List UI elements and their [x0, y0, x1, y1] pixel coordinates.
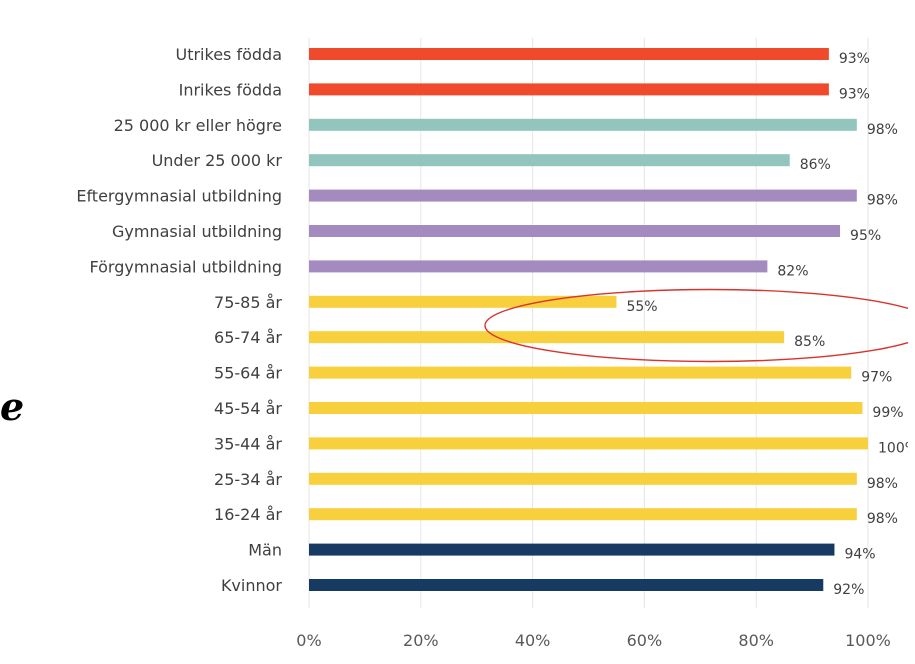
category-label: 45-54 år: [214, 399, 282, 418]
value-labels: 93% 93% 98% 86% 98% 95% 82% 55% 85% 97% 99% 100% 98%…: [626, 51, 908, 598]
category-label: Kvinnor: [221, 576, 282, 595]
data-label: 98%: [867, 511, 898, 527]
bar-chart: Utrikes födda Inrikes födda 25 000 kr elle…: [76, 38, 908, 650]
bar: [309, 579, 824, 591]
category-labels: Utrikes födda Inrikes födda 25 000 kr elle…: [76, 45, 282, 595]
bar: [309, 48, 829, 60]
x-tick-label: 20%: [403, 631, 439, 650]
data-label: 55%: [626, 299, 657, 315]
bars: [309, 48, 868, 591]
category-label: 75-85 år: [214, 293, 282, 312]
bar: [309, 402, 863, 414]
data-label: 98%: [867, 476, 898, 492]
data-label: 100%: [878, 440, 908, 456]
bar: [309, 260, 768, 273]
category-label: Under 25 000 kr: [152, 151, 283, 170]
x-axis-ticks: 0% 20% 40% 60% 80% 100%: [296, 631, 891, 650]
category-label: 65-74 år: [214, 328, 282, 347]
bar: [309, 83, 829, 96]
x-tick-label: 60%: [627, 631, 663, 650]
category-label: 25 000 kr eller högre: [114, 116, 282, 135]
category-label: Inrikes födda: [179, 80, 282, 99]
data-label: 93%: [839, 51, 870, 67]
bar: [309, 543, 835, 556]
category-label: Gymnasial utbildning: [112, 222, 282, 241]
data-label: 85%: [794, 334, 825, 350]
category-label: 55-64 år: [214, 364, 282, 383]
bar: [309, 472, 857, 485]
category-label: 35-44 år: [214, 434, 282, 453]
x-tick-label: 100%: [845, 631, 891, 650]
category-label: Eftergymnasial utbildning: [76, 187, 282, 206]
data-label: 92%: [833, 582, 864, 598]
x-tick-label: 40%: [515, 631, 551, 650]
data-label: 94%: [844, 547, 875, 563]
highlight-ellipse: [484, 288, 908, 363]
data-label: 97%: [861, 370, 892, 386]
chart-frame: Utrikes födda Inrikes födda 25 000 kr elle…: [8, 6, 908, 660]
highlight-ellipse-shape: [484, 288, 908, 363]
data-label: 82%: [777, 263, 808, 279]
data-label: 99%: [872, 405, 903, 421]
data-label: 86%: [800, 157, 831, 173]
data-label: 95%: [850, 228, 881, 244]
data-label: 93%: [839, 86, 870, 102]
bar: [309, 154, 790, 167]
bar: [309, 331, 785, 344]
x-tick-label: 80%: [738, 631, 774, 650]
bar: [309, 508, 857, 521]
bar: [309, 225, 841, 237]
category-label: 16-24 år: [214, 505, 282, 524]
bar: [309, 189, 857, 202]
category-label: Män: [248, 541, 282, 560]
bar: [309, 295, 617, 308]
bar: [309, 437, 868, 450]
x-tick-label: 0%: [296, 631, 321, 650]
category-label: 25-34 år: [214, 470, 282, 489]
data-label: 98%: [867, 193, 898, 209]
bar: [309, 118, 857, 131]
handwritten-annotation: e: [0, 384, 25, 429]
category-label: Utrikes födda: [175, 45, 282, 64]
bar: [309, 366, 852, 379]
category-label: Förgymnasial utbildning: [90, 257, 283, 276]
data-label: 98%: [867, 122, 898, 138]
